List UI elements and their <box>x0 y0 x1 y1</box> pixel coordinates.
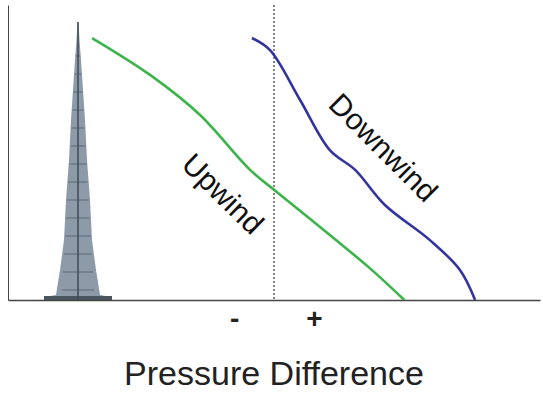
series-line <box>252 38 475 300</box>
series-labels: Upwind Downwind <box>176 87 445 241</box>
series-label: Upwind <box>176 147 271 241</box>
x-axis: -+ <box>9 300 541 334</box>
x-tick-label: + <box>306 303 322 334</box>
building-shape <box>44 22 112 300</box>
x-tick: + <box>306 300 322 334</box>
chart: -+Pressure DifferenceUpwindDownwind <box>0 0 543 393</box>
x-axis-line <box>9 300 541 302</box>
plot-area <box>92 5 475 300</box>
y-axis-line <box>8 6 9 301</box>
x-tick-label: - <box>230 303 239 334</box>
x-tick: - <box>230 300 239 334</box>
building-icon <box>44 22 112 300</box>
series-line <box>92 38 404 300</box>
x-axis-title: Pressure Difference <box>124 354 424 392</box>
building-spine <box>77 22 79 300</box>
series-label: Downwind <box>323 87 444 208</box>
y-axis <box>8 6 9 301</box>
reference-line <box>273 5 274 300</box>
